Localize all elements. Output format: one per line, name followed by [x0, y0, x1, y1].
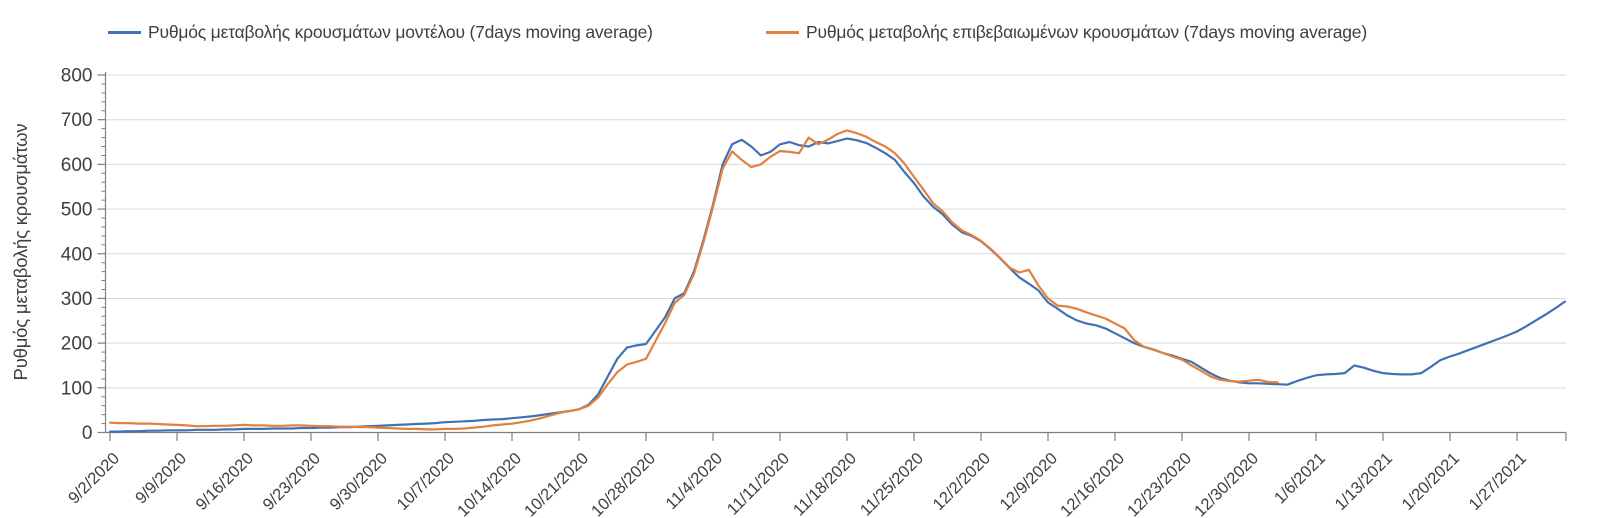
legend-item-model-series[interactable]: Ρυθμός μεταβολής κρουσμάτων μοντέλου (7d…	[108, 22, 653, 43]
y-tick-label: 200	[61, 334, 93, 355]
y-tick-label: 600	[61, 155, 93, 176]
legend-label-model: Ρυθμός μεταβολής κρουσμάτων μοντέλου (7d…	[148, 22, 653, 42]
x-tick-label: 12/9/2020	[996, 449, 1061, 514]
x-tick-label: 9/23/2020	[259, 449, 324, 514]
x-tick-label: 9/16/2020	[192, 449, 257, 514]
x-tick-label: 10/14/2020	[454, 449, 525, 518]
y-tick-label: 700	[61, 110, 93, 131]
y-tick-label: 100	[61, 378, 93, 399]
x-tick-label: 11/25/2020	[857, 449, 927, 518]
x-tick-label: 1/20/2021	[1398, 449, 1463, 514]
x-tick-label: 1/27/2021	[1465, 449, 1530, 514]
series-line-confirmed	[108, 129, 1279, 431]
y-tick-label: 800	[61, 66, 93, 87]
orange-line-marker-icon	[766, 31, 799, 34]
x-tick-label: 1/6/2021	[1271, 449, 1329, 507]
x-tick-label: 9/30/2020	[326, 449, 391, 514]
x-tick-label: 11/11/2020	[724, 449, 793, 518]
x-tick-label: 12/30/2020	[1191, 449, 1262, 518]
x-tick-label: 1/13/2021	[1331, 449, 1396, 514]
x-tick-label: 9/2/2020	[65, 449, 123, 507]
y-axis-title: Ρυθμός μεταβολής κρουσμάτων	[10, 123, 31, 381]
y-tick-label: 0	[82, 423, 93, 444]
legend-item-confirmed-series[interactable]: Ρυθμός μεταβολής επιβεβαιωμένων κρουσμάτ…	[766, 22, 1367, 43]
x-tick-label: 10/7/2020	[393, 449, 458, 514]
x-tick-label: 11/4/2020	[662, 449, 726, 513]
x-tick-label: 12/2/2020	[929, 449, 994, 514]
legend-label-confirmed: Ρυθμός μεταβολής επιβεβαιωμένων κρουσμάτ…	[806, 22, 1367, 42]
legend: Ρυθμός μεταβολής κρουσμάτων μοντέλου (7d…	[0, 22, 1599, 46]
y-tick-label: 400	[61, 244, 93, 265]
y-tick-label: 300	[61, 289, 93, 310]
y-tick-label: 500	[61, 200, 93, 221]
x-tick-label: 12/16/2020	[1057, 449, 1128, 518]
blue-line-marker-icon	[108, 31, 141, 34]
x-tick-label: 10/28/2020	[588, 449, 659, 518]
x-tick-label: 11/18/2020	[790, 449, 860, 518]
x-tick-label: 12/23/2020	[1124, 449, 1195, 518]
x-tick-label: 9/9/2020	[132, 449, 190, 507]
x-tick-label: 10/21/2020	[521, 449, 592, 518]
